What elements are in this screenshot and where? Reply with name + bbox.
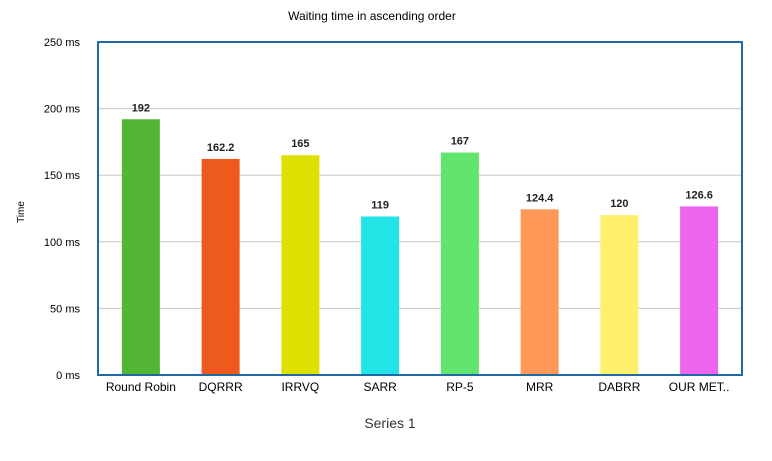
x-axis-label: Series 1 (364, 415, 416, 431)
bar-our-met (680, 206, 719, 375)
bar-sarr (361, 216, 400, 375)
x-tick-label: DQRRR (199, 380, 243, 394)
data-label: 119 (371, 199, 389, 211)
bar-dabrr (600, 215, 639, 375)
chart-title: Waiting time in ascending order (288, 9, 456, 23)
x-tick-label: IRRVQ (281, 380, 319, 394)
x-tick-label: DABRR (598, 380, 640, 394)
x-axis-ticks: Round Robin DQRRR IRRVQ SARR RP-5 MRR DABRR OUR… (106, 380, 730, 394)
bar-dqrrr (201, 158, 240, 375)
x-tick-label: OUR MET.. (669, 380, 730, 394)
bar-rp-5 (440, 152, 479, 375)
data-label: 192 (132, 102, 150, 114)
y-tick-label: 0 ms (56, 370, 80, 382)
y-axis-label: Time (16, 201, 27, 223)
data-label: 124.4 (526, 192, 554, 204)
data-label: 120 (610, 198, 628, 210)
y-tick-label: 200 ms (44, 104, 81, 116)
bar-round-robin (121, 119, 160, 375)
data-label: 167 (451, 136, 469, 148)
data-labels: 192 162.2 165 119 167 124.4 120 126.6 (132, 102, 713, 211)
y-tick-label: 100 ms (44, 237, 81, 249)
x-tick-label: RP-5 (446, 380, 474, 394)
bar-mrr (520, 209, 559, 375)
x-tick-label: SARR (363, 380, 397, 394)
y-tick-label: 250 ms (44, 37, 81, 49)
data-label: 165 (291, 138, 309, 150)
gridlines (98, 108, 742, 309)
data-label: 162.2 (207, 142, 235, 154)
y-axis-ticks: 0 ms 50 ms 100 ms 150 ms 200 ms 250 ms (44, 37, 81, 382)
y-tick-label: 150 ms (44, 170, 81, 182)
x-tick-label: MRR (526, 380, 554, 394)
bars (121, 119, 719, 375)
x-tick-label: Round Robin (106, 380, 176, 394)
y-tick-label: 50 ms (50, 303, 80, 315)
plot-frame (97, 41, 743, 376)
data-label: 126.6 (685, 189, 713, 201)
bar-irrvq (281, 155, 320, 375)
